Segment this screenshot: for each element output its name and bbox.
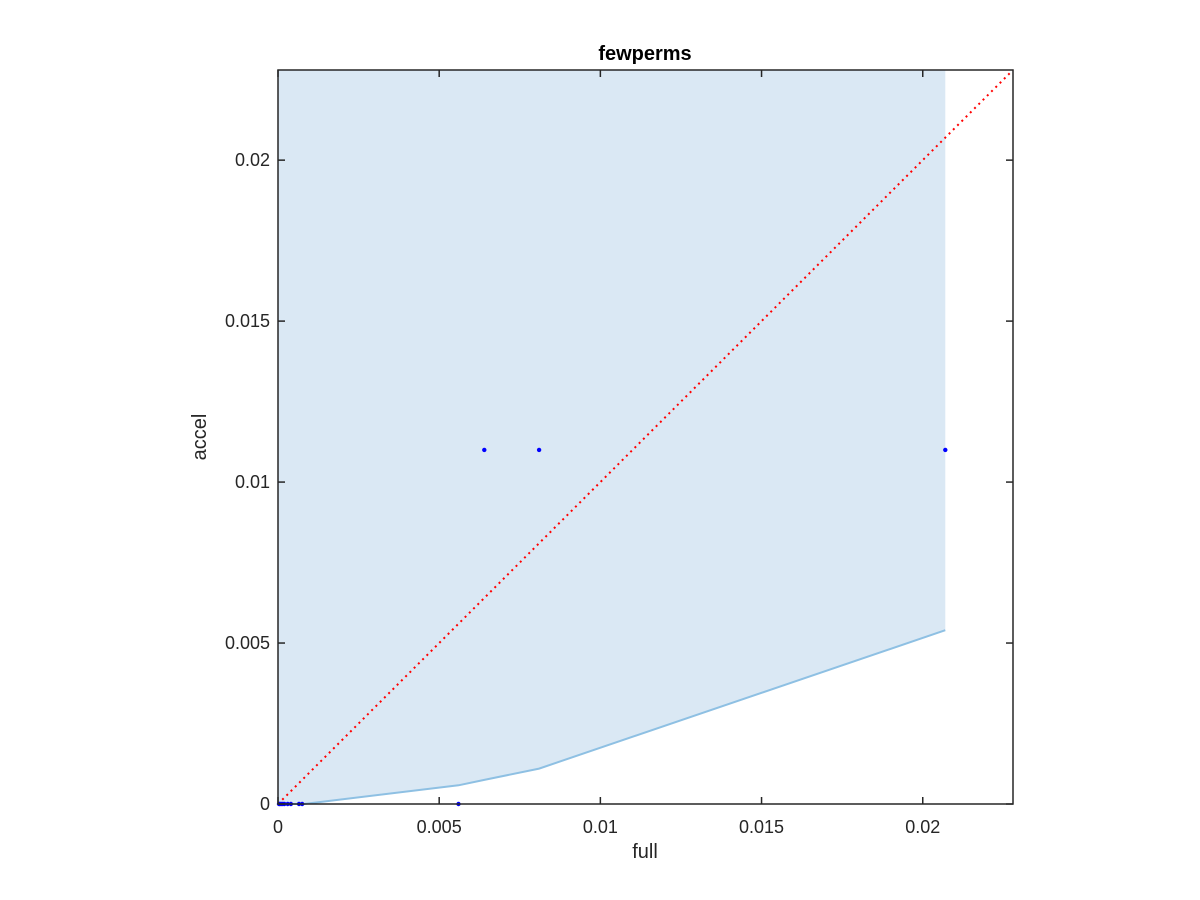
y-tick-label: 0 — [260, 794, 270, 814]
y-tick-label: 0.01 — [235, 472, 270, 492]
axes-box — [277, 69, 1014, 805]
x-tick-label: 0.015 — [739, 817, 784, 837]
x-tick-label: 0.01 — [583, 817, 618, 837]
axes-frame — [277, 69, 1014, 805]
x-tick-label: 0.005 — [417, 817, 462, 837]
y-axis-label: accel — [189, 414, 211, 461]
shaded-region-layer — [278, 70, 946, 805]
data-points-layer — [276, 447, 948, 807]
data-point — [943, 447, 948, 453]
tick-labels-layer: 0 0.005 0.01 0.015 0.02 0 0.005 0.01 0.015 0.02 — [225, 150, 940, 837]
x-axis-label: full — [632, 841, 658, 863]
y-tick-label: 0.02 — [235, 150, 270, 170]
y-tick-label: 0.015 — [225, 311, 270, 331]
tick-marks-layer — [277, 70, 1013, 805]
data-point — [536, 447, 542, 453]
reference-diagonal-line — [277, 69, 1014, 805]
shaded-area — [278, 70, 946, 804]
data-point — [482, 447, 487, 453]
y-tick-label: 0.005 — [225, 633, 270, 653]
reference-line-layer — [277, 69, 1014, 805]
chart-title: fewperms — [598, 43, 691, 65]
x-tick-label: 0.02 — [905, 817, 940, 837]
x-tick-label: 0 — [273, 817, 283, 837]
